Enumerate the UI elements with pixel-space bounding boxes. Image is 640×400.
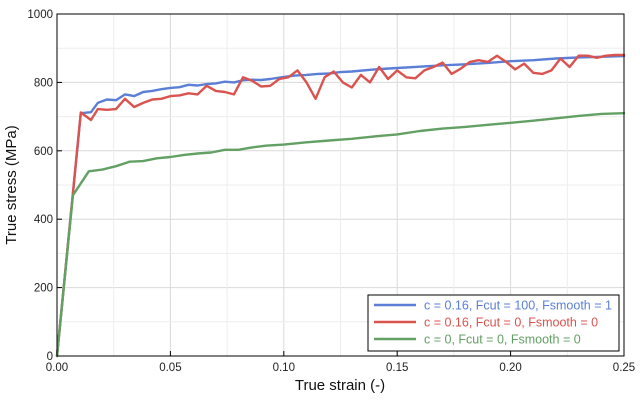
x-tick-label: 0.05 xyxy=(159,362,181,374)
series-line-2 xyxy=(55,53,626,358)
series-line-3 xyxy=(55,111,626,358)
x-tick-label: 0.10 xyxy=(273,362,295,374)
x-tick-label: 0.00 xyxy=(46,362,68,374)
y-tick-label: 0 xyxy=(47,351,53,363)
legend-label-1: c = 0.16, Fcut = 100, Fsmooth = 1 xyxy=(424,299,612,313)
plot-frame xyxy=(56,13,625,357)
y-tick-label: 1000 xyxy=(27,9,53,21)
legend: c = 0.16, Fcut = 100, Fsmooth = 1 c = 0.1… xyxy=(367,294,620,352)
y-tick-label: 600 xyxy=(34,146,53,158)
grid-lines xyxy=(56,13,625,357)
axis-ticks xyxy=(56,13,625,357)
y-tick-labels: 0 200 400 600 800 1000 xyxy=(27,9,53,363)
y-axis-label: True stress (MPa) xyxy=(3,125,20,244)
legend-label-3: c = 0, Fcut = 0, Fsmooth = 0 xyxy=(424,333,581,347)
x-tick-labels: 0.00 0.05 0.10 0.15 0.20 0.25 xyxy=(46,362,635,374)
y-tick-label: 200 xyxy=(34,283,53,295)
series-layer xyxy=(55,53,626,358)
x-tick-label: 0.20 xyxy=(499,362,521,374)
x-axis-label: True strain (-) xyxy=(295,377,385,394)
legend-label-2: c = 0.16, Fcut = 0, Fsmooth = 0 xyxy=(424,316,598,330)
x-tick-label: 0.15 xyxy=(386,362,408,374)
x-tick-label: 0.25 xyxy=(613,362,635,374)
series-line-1 xyxy=(55,54,626,358)
y-tick-label: 800 xyxy=(34,77,53,89)
y-tick-label: 400 xyxy=(34,214,53,226)
